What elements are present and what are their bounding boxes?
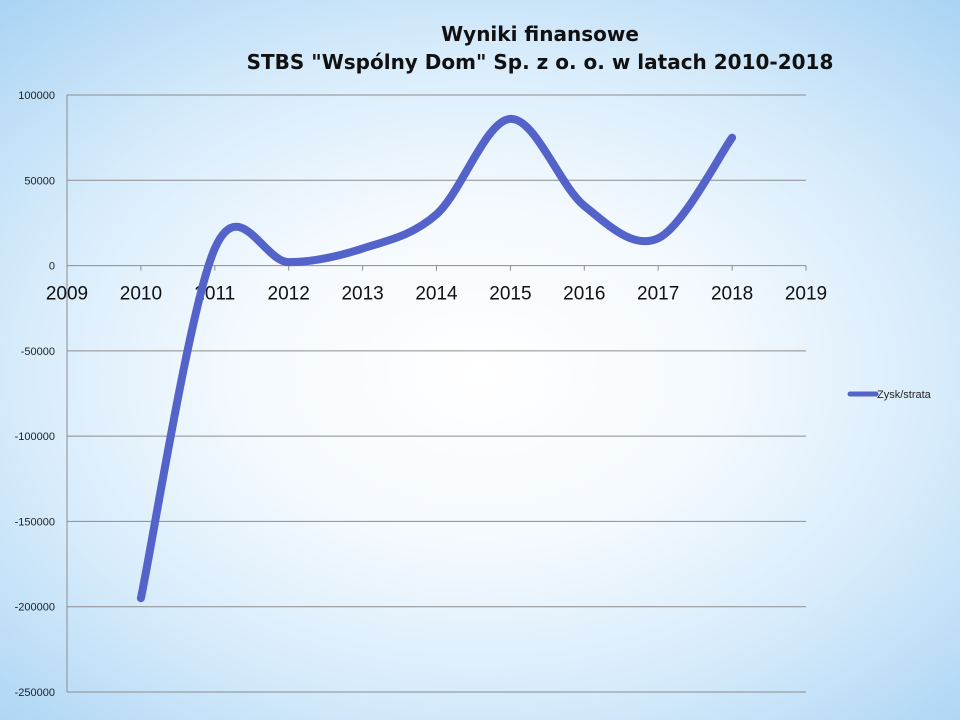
y-tick-label: -250000 xyxy=(15,687,55,699)
y-tick-label: -150000 xyxy=(15,516,55,528)
legend: Zysk/strata xyxy=(847,389,932,401)
x-tick-label: 2014 xyxy=(415,284,458,305)
legend-label: Zysk/strata xyxy=(877,389,932,401)
chart-title-line-1: Wyniki finansowe xyxy=(441,22,639,46)
y-tick-label: -100000 xyxy=(15,431,55,443)
y-axis: 100000 50000 0 -50000 -100000 -150000 -200000 -… xyxy=(15,90,55,699)
x-tick-label: 2016 xyxy=(563,284,605,305)
x-tick-label: 2018 xyxy=(711,284,753,305)
x-axis: 2009 2010 2011 2012 2013 2014 2015 2016 2017 2018… xyxy=(46,265,827,305)
x-tick-label: 2012 xyxy=(268,284,310,305)
x-tick-label: 2013 xyxy=(341,284,383,305)
y-tick-label: 100000 xyxy=(18,90,55,102)
chart-title-line-2: STBS "Wspólny Dom" Sp. z o. o. w latach … xyxy=(246,50,834,74)
y-tick-label: -50000 xyxy=(21,346,55,358)
x-tick-label: 2015 xyxy=(489,284,531,305)
series-line xyxy=(136,114,737,603)
y-tick-label: -200000 xyxy=(15,602,55,614)
x-tick-label: 2009 xyxy=(46,284,88,305)
y-tick-label: 0 xyxy=(49,261,55,273)
series-group xyxy=(136,114,737,603)
x-tick-label: 2010 xyxy=(120,284,162,305)
y-tick-label: 50000 xyxy=(24,175,55,187)
x-tick-label: 2019 xyxy=(785,284,827,305)
x-tick-label: 2017 xyxy=(637,284,679,305)
